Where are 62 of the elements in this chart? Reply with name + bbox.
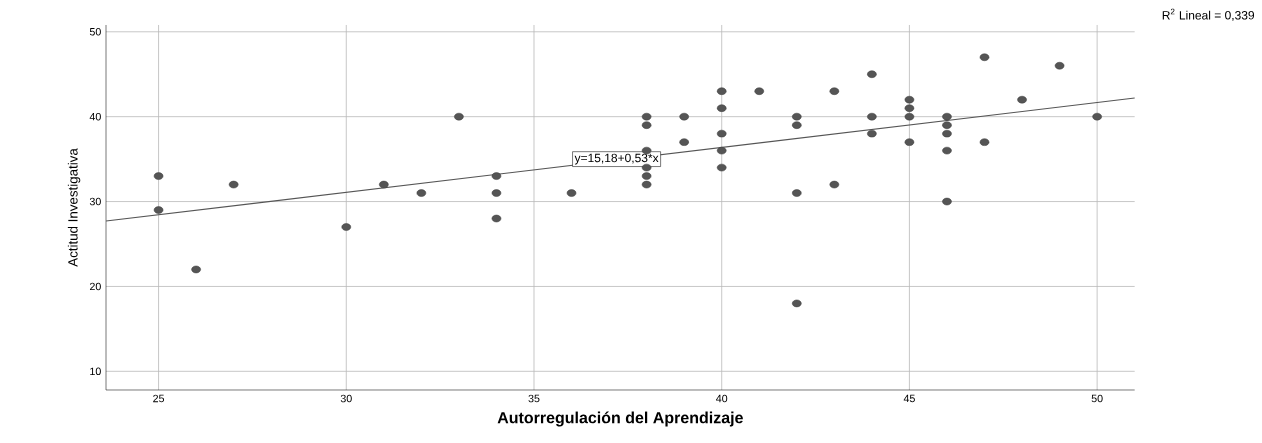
point [341,223,352,231]
point [1017,95,1027,104]
x-tick-label: 40 [716,394,728,403]
point [829,87,840,95]
point [153,172,164,180]
x-axis-title: Autorregulación del Aprendizaje [497,411,743,427]
point [942,197,952,206]
point [942,112,952,121]
point [942,146,952,155]
y-tick-label: 30 [89,197,101,206]
point [792,112,802,121]
text: R$^{2}$ Lineal = 0,339 [1162,8,1255,21]
point [942,129,952,138]
x-tick-label: 45 [903,394,915,403]
point [792,189,802,197]
point [491,189,502,197]
point [641,180,652,189]
point [641,121,652,129]
point [754,87,765,95]
annotation: y=15,18+0,53*x [574,153,659,165]
point [191,265,201,274]
point [979,138,990,146]
x-tick-label: 25 [153,394,165,403]
point [867,112,877,121]
point [566,189,577,197]
x-tick-label: 35 [528,394,540,403]
point [904,95,915,104]
point [491,172,502,180]
point [491,214,502,223]
point [829,180,840,189]
point [716,163,727,172]
point [153,206,164,214]
point [716,146,727,155]
point [416,189,427,197]
point [716,104,727,112]
y-tick-label: 10 [90,367,101,376]
point [1054,62,1065,70]
point [716,87,727,95]
point [679,112,689,121]
y-tick-label: 40 [89,112,101,121]
point [716,129,727,138]
point [1092,112,1102,121]
point [904,112,915,121]
point [904,104,915,112]
point [904,138,915,146]
point [867,70,877,78]
point [679,138,689,146]
y-tick-label: 20 [89,282,101,291]
point [792,299,802,308]
point [942,121,952,129]
point [228,180,239,189]
y-axis-title: Actitud Investigativa [67,148,81,267]
x-tick-label: 30 [340,394,352,403]
point [867,129,877,138]
y-tick-label: 50 [89,28,101,36]
point [792,121,802,129]
x-tick-label: 50 [1091,394,1103,403]
point [454,112,464,121]
point [379,180,389,189]
point [979,53,990,61]
point [641,172,652,180]
point [641,112,652,121]
